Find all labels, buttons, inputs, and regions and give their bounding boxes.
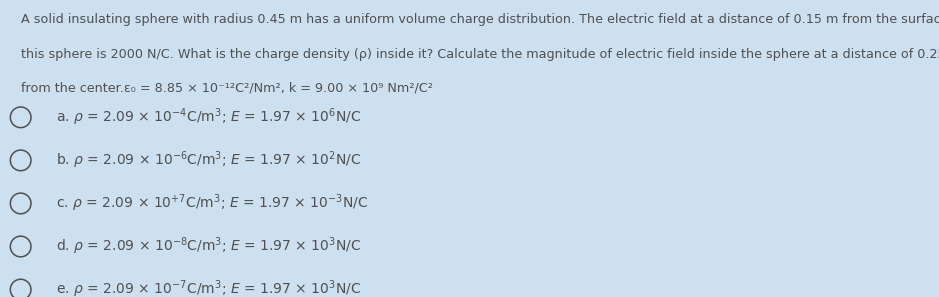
Text: a. $\rho$ = 2.09 × 10$^{-4}$C/m$^3$; $E$ = 1.97 × 10$^{6}$N/C: a. $\rho$ = 2.09 × 10$^{-4}$C/m$^3$; $E$… bbox=[56, 107, 362, 128]
Text: e. $\rho$ = 2.09 × 10$^{-7}$C/m$^3$; $E$ = 1.97 × 10$^{3}$N/C: e. $\rho$ = 2.09 × 10$^{-7}$C/m$^3$; $E$… bbox=[56, 279, 362, 297]
Text: A solid insulating sphere with radius 0.45 m has a uniform volume charge distrib: A solid insulating sphere with radius 0.… bbox=[21, 13, 939, 26]
Text: b. $\rho$ = 2.09 × 10$^{-6}$C/m$^3$; $E$ = 1.97 × 10$^{2}$N/C: b. $\rho$ = 2.09 × 10$^{-6}$C/m$^3$; $E$… bbox=[56, 150, 362, 171]
Text: this sphere is 2000 N/C. What is the charge density (ρ) inside it? Calculate the: this sphere is 2000 N/C. What is the cha… bbox=[21, 48, 939, 61]
Text: c. $\rho$ = 2.09 × 10$^{+7}$C/m$^3$; $E$ = 1.97 × 10$^{-3}$N/C: c. $\rho$ = 2.09 × 10$^{+7}$C/m$^3$; $E$… bbox=[56, 193, 369, 214]
Text: from the center.ε₀ = 8.85 × 10⁻¹²C²/Nm², k = 9.00 × 10⁹ Nm²/C²: from the center.ε₀ = 8.85 × 10⁻¹²C²/Nm²,… bbox=[21, 82, 433, 95]
Text: d. $\rho$ = 2.09 × 10$^{-8}$C/m$^3$; $E$ = 1.97 × 10$^{3}$N/C: d. $\rho$ = 2.09 × 10$^{-8}$C/m$^3$; $E$… bbox=[56, 236, 362, 257]
